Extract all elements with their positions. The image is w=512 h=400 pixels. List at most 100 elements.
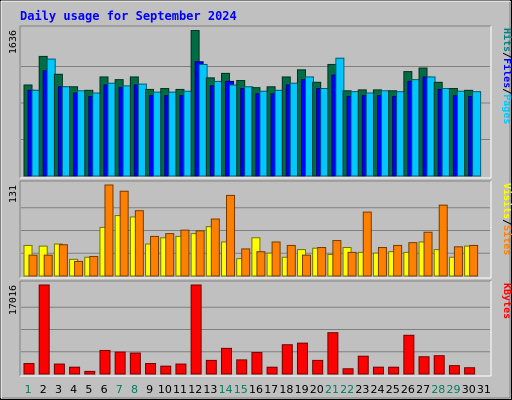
bar-sites-day-19 (301, 254, 311, 277)
panel-hits-files-pages: 1636 Hits/Files/Pages (8, 25, 512, 179)
bar-kbytes-day-28 (433, 355, 445, 375)
bar-kbytes-day-15 (236, 359, 248, 375)
bar-kbytes-day-4 (69, 366, 81, 375)
legend-entry-visits: Visits (501, 183, 512, 219)
day-label: 2 (40, 383, 47, 396)
bar-sites-day-24 (377, 247, 387, 277)
bar-kbytes-day-26 (403, 334, 415, 375)
bar-sites-day-21 (332, 240, 342, 277)
bar-sites-day-8 (134, 210, 144, 277)
day-label: 1 (25, 383, 32, 396)
legend-entry-kbytes: KBytes (501, 283, 512, 319)
day-label: 3 (55, 383, 62, 396)
legend-entry-sites: Sites (501, 225, 512, 255)
bar-kbytes-day-10 (160, 365, 172, 375)
legend-separator: / (501, 219, 512, 225)
bar-sites-day-30 (469, 244, 479, 277)
day-label: 14 (219, 383, 233, 396)
day-label: 13 (203, 383, 217, 396)
legend-entry-files: Files (501, 58, 512, 88)
legend-separator: / (501, 52, 512, 58)
bar-sites-day-7 (119, 190, 129, 277)
bar-sites-day-25 (393, 244, 403, 277)
bar-kbytes-day-6 (99, 349, 111, 375)
legend-entry-hits: Hits (501, 28, 512, 52)
bar-kbytes-day-22 (342, 368, 354, 375)
bar-sites-day-11 (180, 229, 190, 277)
bar-kbytes-day-24 (372, 366, 384, 375)
bar-sites-day-20 (317, 247, 327, 277)
bar-sites-day-18 (286, 244, 296, 277)
bar-sites-day-2 (43, 254, 53, 277)
bar-sites-day-27 (423, 231, 433, 277)
day-label: 29 (447, 383, 461, 396)
day-label: 16 (249, 383, 263, 396)
bar-sites-day-28 (438, 204, 448, 277)
day-label: 27 (416, 383, 430, 396)
bar-kbytes-day-20 (312, 359, 324, 375)
panel-side-legend: Visits/Sites (501, 183, 512, 255)
bar-kbytes-day-7 (114, 351, 126, 375)
day-label: 25 (386, 383, 400, 396)
bar-sites-day-4 (74, 260, 84, 277)
chart-title: Daily usage for September 2024 (20, 9, 237, 23)
day-label: 10 (158, 383, 172, 396)
bar-kbytes-day-21 (327, 332, 339, 375)
day-label: 22 (340, 383, 354, 396)
bar-sites-day-29 (453, 246, 463, 277)
bar-kbytes-day-27 (418, 356, 430, 375)
day-label: 7 (116, 383, 123, 396)
bar-sites-day-23 (362, 211, 372, 277)
bar-kbytes-day-8 (129, 352, 141, 375)
bar-kbytes-day-18 (281, 344, 293, 375)
day-label: 15 (234, 383, 248, 396)
bar-sites-day-10 (165, 233, 175, 277)
day-label: 30 (462, 383, 476, 396)
bar-kbytes-day-30 (464, 367, 476, 375)
day-label: 21 (325, 383, 339, 396)
day-label: 4 (70, 383, 77, 396)
bar-sites-day-14 (226, 194, 236, 277)
legend-entry-pages: Pages (501, 94, 512, 124)
panel-kbytes: 17016 KBytes (8, 280, 512, 377)
bar-kbytes-day-13 (205, 359, 217, 375)
bar-sites-day-15 (241, 248, 251, 277)
bar-sites-day-16 (256, 251, 266, 277)
day-label: 9 (146, 383, 153, 396)
bar-kbytes-day-17 (266, 366, 278, 375)
bar-sites-day-1 (28, 254, 38, 277)
day-label: 18 (279, 383, 293, 396)
day-label: 6 (101, 383, 108, 396)
panel-visits-sites: 131 Visits/Sites (8, 180, 512, 279)
day-label: 19 (295, 383, 309, 396)
bar-sites-day-13 (210, 218, 220, 277)
bar-sites-day-17 (271, 241, 281, 277)
panel-max-label: 1636 (8, 30, 19, 54)
day-label: 12 (188, 383, 202, 396)
bar-kbytes-day-25 (388, 366, 400, 375)
bar-sites-day-6 (104, 184, 114, 277)
bar-kbytes-day-2 (38, 284, 50, 375)
bar-kbytes-day-9 (145, 363, 157, 375)
day-label: 8 (131, 383, 138, 396)
bar-pages-day-30 (472, 91, 482, 177)
day-label: 28 (431, 383, 445, 396)
bar-kbytes-day-12 (190, 284, 202, 375)
panel-max-label: 131 (8, 185, 19, 203)
bar-kbytes-day-16 (251, 352, 263, 375)
bar-kbytes-day-29 (448, 365, 460, 375)
day-label: 26 (401, 383, 415, 396)
bar-kbytes-day-11 (175, 363, 187, 375)
bar-sites-day-12 (195, 230, 205, 277)
bar-sites-day-3 (58, 244, 68, 277)
panel-max-label: 17016 (8, 285, 19, 315)
day-label: 17 (264, 383, 278, 396)
panel-side-legend: Hits/Files/Pages (501, 28, 512, 124)
day-axis-labels: 1 2 3 4 5 6 7 8 9 10 11 12 13 14 15 16 17 18 19 20 21 22 23 24 2… (25, 383, 491, 396)
day-label: 11 (173, 383, 187, 396)
day-label: 31 (477, 383, 491, 396)
bar-sites-day-26 (408, 242, 418, 277)
